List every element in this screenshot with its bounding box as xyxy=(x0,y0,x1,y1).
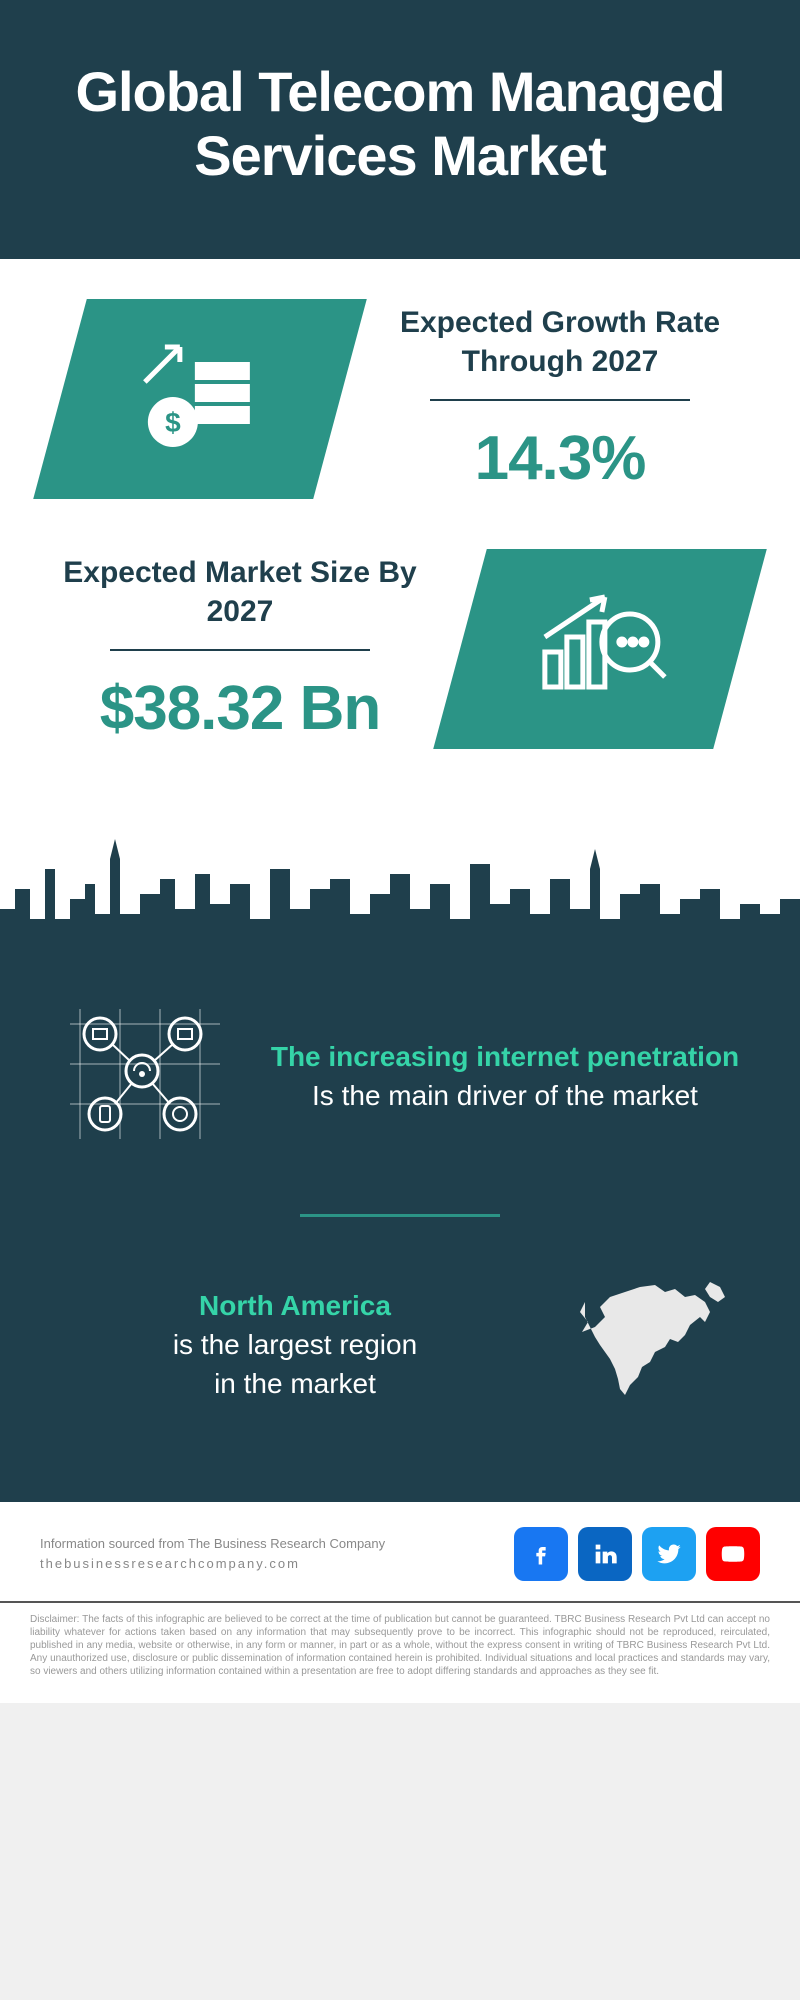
stat-market-size: Expected Market Size By 2027 $38.32 Bn xyxy=(60,549,740,749)
region-body-1: is the largest region xyxy=(60,1325,530,1364)
north-america-map-icon xyxy=(570,1267,740,1422)
region-row: North America is the largest region in t… xyxy=(60,1267,740,1422)
stat-value: $38.32 Bn xyxy=(60,673,420,744)
driver-row: The increasing internet penetration Is t… xyxy=(60,989,740,1164)
driver-highlight: The increasing internet penetration xyxy=(270,1037,740,1076)
linkedin-icon[interactable] xyxy=(578,1527,632,1581)
facebook-icon[interactable] xyxy=(514,1527,568,1581)
header: Global Telecom Managed Services Market xyxy=(0,0,800,259)
insights-section: The increasing internet penetration Is t… xyxy=(0,959,800,1502)
driver-text: The increasing internet penetration Is t… xyxy=(270,1037,740,1115)
mid-divider xyxy=(300,1214,500,1217)
youtube-icon[interactable] xyxy=(706,1527,760,1581)
social-links xyxy=(514,1527,760,1581)
region-body-2: in the market xyxy=(60,1364,530,1403)
network-devices-icon xyxy=(60,989,230,1164)
footer: Information sourced from The Business Re… xyxy=(0,1502,800,1596)
divider xyxy=(110,649,370,651)
stat-label: Expected Growth Rate Through 2027 xyxy=(380,303,740,381)
footer-source: Information sourced from The Business Re… xyxy=(40,1534,385,1554)
disclaimer: Disclaimer: The facts of this infographi… xyxy=(0,1601,800,1703)
stat-icon-tile: $ xyxy=(33,299,367,499)
svg-text:$: $ xyxy=(165,406,181,437)
driver-body: Is the main driver of the market xyxy=(270,1076,740,1115)
stats-section: $ Expected Growth Rate Through 2027 14.3… xyxy=(0,259,800,829)
page-title: Global Telecom Managed Services Market xyxy=(40,60,760,189)
stat-text-block: Expected Growth Rate Through 2027 14.3% xyxy=(380,303,740,494)
skyline-divider xyxy=(0,829,800,959)
divider xyxy=(430,399,690,401)
chart-analysis-icon xyxy=(525,581,675,716)
money-growth-icon: $ xyxy=(125,331,275,466)
infographic-page: Global Telecom Managed Services Market $ xyxy=(0,0,800,1703)
stat-growth-rate: $ Expected Growth Rate Through 2027 14.3… xyxy=(60,299,740,499)
stat-icon-tile xyxy=(433,549,767,749)
footer-info: Information sourced from The Business Re… xyxy=(40,1534,385,1573)
footer-url: thebusinessresearchcompany.com xyxy=(40,1554,385,1574)
region-text: North America is the largest region in t… xyxy=(60,1286,530,1404)
stat-label: Expected Market Size By 2027 xyxy=(60,553,420,631)
stat-text-block: Expected Market Size By 2027 $38.32 Bn xyxy=(60,553,420,744)
disclaimer-text: Disclaimer: The facts of this infographi… xyxy=(30,1613,770,1678)
region-highlight: North America xyxy=(60,1286,530,1325)
stat-value: 14.3% xyxy=(380,423,740,494)
twitter-icon[interactable] xyxy=(642,1527,696,1581)
